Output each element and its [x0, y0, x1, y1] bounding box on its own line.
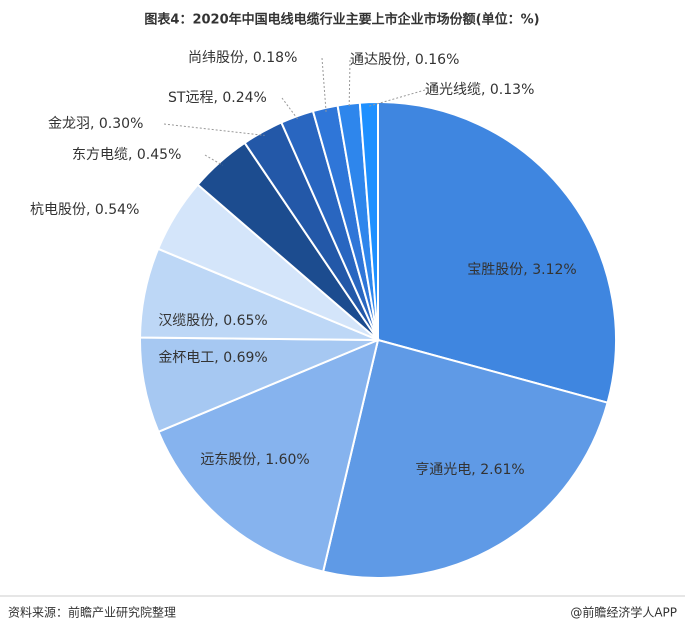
leader-line [368, 89, 426, 107]
leader-line [281, 97, 299, 121]
data-label: 金龙羽, 0.30% [48, 116, 143, 132]
pie-slice [358, 100, 379, 341]
pie-slice [157, 338, 380, 573]
data-label: 远东股份, 1.60% [200, 452, 309, 468]
chart-title: 图表4：2020年中国电线电缆行业主要上市企业市场份额(单位：%) [144, 12, 539, 28]
data-label: 亨通光电, 2.61% [415, 461, 524, 478]
data-label: 通达股份, 0.16% [350, 52, 459, 68]
data-label: 杭电股份, 0.54% [30, 202, 139, 218]
data-label: 金杯电工, 0.69% [158, 350, 267, 366]
leader-line [163, 123, 265, 136]
data-label: 尚纬股份, 0.18% [188, 50, 297, 66]
leader-line [204, 154, 223, 166]
data-label: 通光线缆, 0.13% [425, 82, 534, 98]
source: 资料来源：前瞻产业研究院整理 [8, 605, 176, 620]
leader-line [321, 57, 327, 112]
credit: @前瞻经济学人APP [570, 605, 677, 620]
data-label: 东方电缆, 0.45% [72, 147, 181, 163]
pie-slice [377, 100, 617, 404]
data-label: 宝胜股份, 3.12% [467, 262, 576, 278]
pie-slice [321, 338, 609, 579]
data-label: ST远程, 0.24% [168, 90, 267, 106]
data-label: 汉缆股份, 0.65% [158, 313, 267, 329]
